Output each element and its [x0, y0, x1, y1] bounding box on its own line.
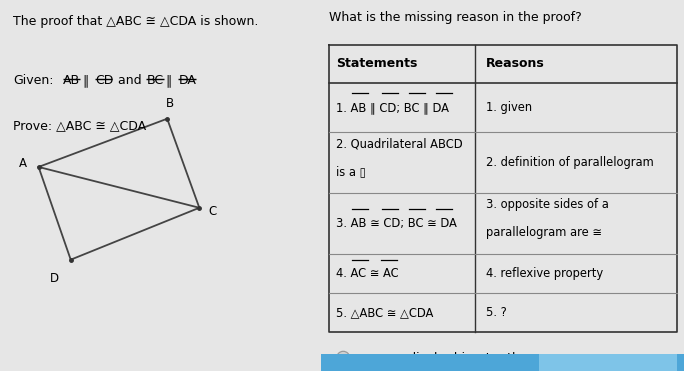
- Text: 4. AC ≅ AC: 4. AC ≅ AC: [336, 267, 399, 280]
- Text: CD: CD: [95, 74, 114, 87]
- Text: The proof that △ABC ≅ △CDA is shown.: The proof that △ABC ≅ △CDA is shown.: [13, 15, 259, 28]
- Text: 2. definition of parallelogram: 2. definition of parallelogram: [486, 156, 653, 169]
- Text: Reasons: Reasons: [486, 58, 544, 70]
- Text: 2. Quadrilateral ABCD: 2. Quadrilateral ABCD: [336, 137, 462, 150]
- Text: A: A: [18, 157, 27, 170]
- Text: ∥: ∥: [166, 74, 172, 87]
- Text: Statements: Statements: [336, 58, 417, 70]
- Text: What is the missing reason in the proof?: What is the missing reason in the proof?: [329, 11, 581, 24]
- Text: 1. AB ∥ CD; BC ∥ DA: 1. AB ∥ CD; BC ∥ DA: [336, 101, 449, 114]
- Text: 5. ?: 5. ?: [486, 306, 507, 319]
- Text: 4. reflexive property: 4. reflexive property: [486, 267, 603, 280]
- Text: ∥: ∥: [82, 74, 88, 87]
- Text: D: D: [50, 272, 60, 285]
- Bar: [539, 354, 676, 371]
- Text: 5. △ABC ≅ △CDA: 5. △ABC ≅ △CDA: [336, 306, 434, 319]
- Text: DA: DA: [179, 74, 196, 87]
- Text: AB: AB: [63, 74, 80, 87]
- Text: 1. given: 1. given: [486, 101, 532, 114]
- Text: perpendicular bisector theorem: perpendicular bisector theorem: [365, 351, 559, 365]
- Text: Prove: △ABC ≅ △CDA: Prove: △ABC ≅ △CDA: [13, 119, 146, 132]
- Bar: [321, 354, 684, 371]
- Text: and: and: [114, 74, 146, 87]
- Text: 3. AB ≅ CD; BC ≅ DA: 3. AB ≅ CD; BC ≅ DA: [336, 217, 457, 230]
- Text: 3. opposite sides of a: 3. opposite sides of a: [486, 198, 609, 211]
- Circle shape: [337, 351, 350, 365]
- Text: BC: BC: [146, 74, 163, 87]
- Text: is a ▯: is a ▯: [336, 165, 366, 178]
- Text: C: C: [208, 205, 216, 218]
- Text: parallelogram are ≅: parallelogram are ≅: [486, 226, 602, 239]
- Text: Given:: Given:: [13, 74, 53, 87]
- Text: B: B: [166, 97, 174, 111]
